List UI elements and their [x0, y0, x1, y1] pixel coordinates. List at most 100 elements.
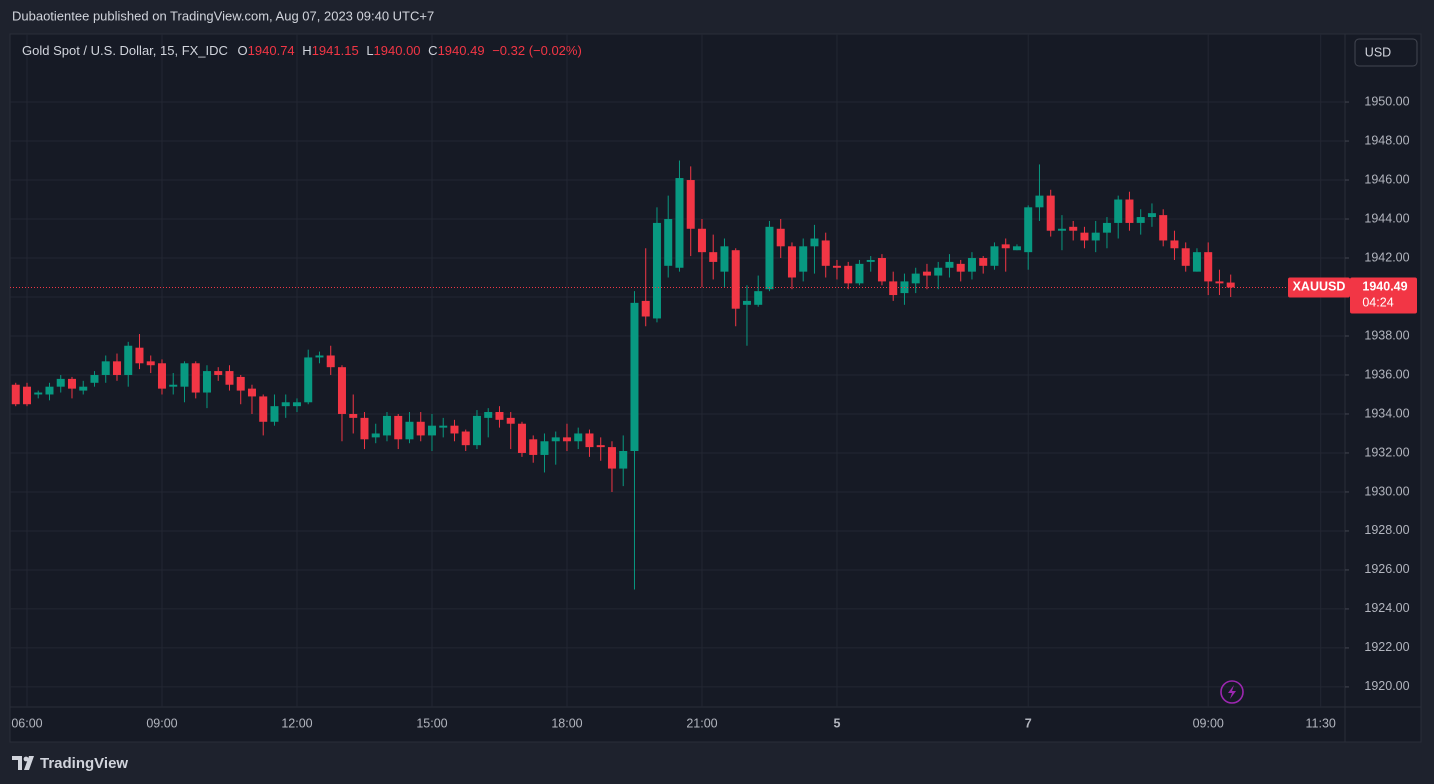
x-tick-label: 09:00 — [1193, 716, 1224, 730]
candle-body — [382, 415, 391, 436]
candle-body — [821, 240, 830, 266]
legend-o-label: O — [238, 43, 248, 58]
candle-body — [945, 261, 954, 268]
candle-body — [551, 437, 560, 442]
tradingview-logo — [12, 756, 34, 770]
y-tick-label: 1930.00 — [1364, 484, 1409, 498]
y-tick-label: 1942.00 — [1364, 250, 1409, 264]
symbol-tag — [1288, 277, 1350, 298]
symbol-tag-label: XAUUSD — [1293, 280, 1346, 294]
candle-body — [371, 433, 380, 438]
candle-body — [90, 374, 99, 383]
candle-body — [619, 451, 628, 469]
candle-body — [844, 265, 853, 284]
candle-body — [101, 361, 110, 375]
price-tag — [1350, 277, 1417, 314]
candle-body — [529, 439, 538, 455]
candle-body — [337, 367, 346, 414]
candle-body — [686, 180, 695, 229]
candle-body — [709, 252, 718, 262]
candle-body — [911, 273, 920, 284]
candle-body — [1226, 282, 1235, 288]
candle-body — [495, 412, 504, 420]
y-tick-label: 1936.00 — [1364, 367, 1409, 381]
candle-body — [1046, 195, 1055, 231]
candle-body — [1125, 199, 1134, 223]
legend-l-label: L — [366, 43, 373, 58]
candle-body — [450, 425, 459, 434]
candle-body — [1147, 213, 1156, 218]
candle-body — [281, 402, 290, 407]
candle-body — [112, 361, 121, 375]
candle-body — [979, 258, 988, 266]
candle-body — [934, 267, 943, 276]
candle-body — [967, 258, 976, 272]
candle-body — [1170, 240, 1179, 249]
candle-body — [776, 228, 785, 247]
candle-body — [135, 347, 144, 364]
candle-body — [1159, 215, 1168, 241]
candle-body — [596, 445, 605, 448]
legend-change: −0.32 (−0.02%) — [492, 43, 582, 58]
x-tick-label: 5 — [833, 716, 840, 730]
candle-body — [697, 228, 706, 253]
chart-panel — [9, 33, 1422, 743]
candle-body — [641, 300, 650, 317]
currency-label[interactable]: USD — [1365, 45, 1391, 59]
x-tick-label: 21:00 — [686, 716, 717, 730]
candle-body — [34, 392, 43, 395]
candle-body — [1091, 232, 1100, 241]
candle-body — [1001, 244, 1010, 249]
currency-button[interactable] — [1354, 38, 1418, 67]
y-tick-label: 1938.00 — [1364, 328, 1409, 342]
candle-body — [731, 250, 740, 309]
y-tick-label: 1922.00 — [1364, 640, 1409, 654]
candle-body — [517, 423, 526, 453]
legend-h: 1941.15 — [312, 43, 359, 58]
x-tick-label: 09:00 — [146, 716, 177, 730]
candle-body — [304, 357, 313, 403]
legend-symbol: Gold Spot / U.S. Dollar, 15, FX_IDC — [22, 43, 228, 58]
candle-body — [754, 291, 763, 305]
candle-body — [292, 402, 301, 407]
y-tick-label: 1932.00 — [1364, 445, 1409, 459]
candle-body — [45, 386, 54, 395]
candle-body — [889, 281, 898, 296]
candle-body — [169, 384, 178, 387]
candle-body — [810, 238, 819, 247]
candle-body — [157, 363, 166, 389]
candle-body — [1181, 248, 1190, 266]
publisher-header: Dubaotientee published on TradingView.co… — [12, 8, 434, 23]
candle-body — [1215, 281, 1224, 284]
candle-body — [877, 258, 886, 282]
y-tick-label: 1924.00 — [1364, 601, 1409, 615]
candle-body — [416, 421, 425, 436]
candle-body — [675, 178, 684, 268]
candle-body — [1114, 199, 1123, 223]
candle-body — [56, 378, 65, 387]
candle-body — [607, 447, 616, 469]
candle-body — [214, 371, 223, 375]
candle-body — [472, 415, 481, 446]
candle-body — [1057, 228, 1066, 231]
price-tag-label: 1940.49 — [1362, 280, 1407, 294]
candle-body — [1204, 252, 1213, 282]
candle-body — [585, 433, 594, 448]
lightning-icon[interactable] — [1220, 680, 1244, 704]
legend-o: 1940.74 — [248, 43, 295, 58]
candle-body — [574, 433, 583, 442]
x-tick-label: 15:00 — [416, 716, 447, 730]
candle-body — [394, 415, 403, 440]
candle-body — [1192, 252, 1201, 272]
x-tick-label: 11:30 — [1306, 716, 1336, 730]
candle-body — [405, 421, 414, 440]
candle-body — [315, 355, 324, 358]
candle-body — [562, 437, 571, 442]
candle-body — [652, 222, 661, 319]
candle-body — [1102, 222, 1111, 233]
candle-body — [225, 371, 234, 385]
x-tick-label: 18:00 — [551, 716, 582, 730]
candle-body — [439, 425, 448, 428]
